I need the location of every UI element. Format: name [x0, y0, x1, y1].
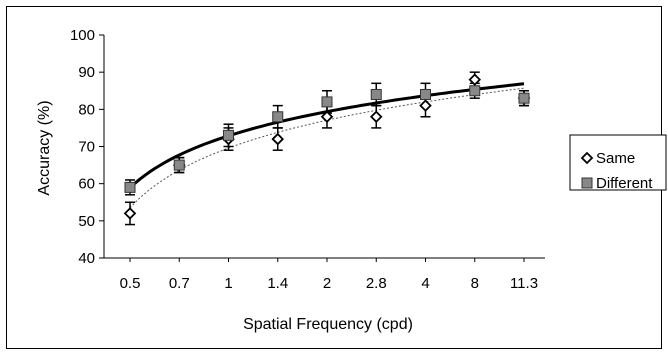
- point-same: [123, 207, 137, 220]
- x-tick-label: 8: [471, 275, 479, 292]
- legend: Same Different: [569, 134, 667, 192]
- point-different: [321, 96, 333, 108]
- legend-label-different: Different: [596, 175, 653, 192]
- point-same: [369, 110, 383, 124]
- y-tick-label: 70: [78, 139, 95, 156]
- point-different: [420, 88, 431, 100]
- point-different: [518, 92, 530, 104]
- y-tick-label: 80: [78, 101, 95, 118]
- error-bars: [125, 71, 529, 226]
- legend-label-same: Same: [596, 150, 635, 167]
- y-tick-label: 90: [78, 64, 95, 81]
- y-tick-label: 50: [78, 213, 95, 230]
- x-axis-label: Spatial Frequency (cpd): [243, 316, 413, 333]
- x-tick-label: 1: [224, 275, 232, 292]
- fit-line-same: [129, 87, 525, 209]
- chart-frame: [6, 6, 662, 349]
- point-same: [468, 73, 482, 86]
- point-different: [469, 85, 481, 97]
- y-axis-label: Accuracy (%): [36, 100, 53, 195]
- x-tick-label: 2.8: [366, 275, 387, 292]
- legend-square-icon: [581, 177, 593, 189]
- point-same: [271, 132, 285, 146]
- point-same: [419, 99, 432, 112]
- point-different: [124, 181, 136, 193]
- x-tick-label: 0.5: [120, 275, 141, 292]
- axes: [99, 34, 545, 262]
- point-different: [370, 88, 382, 100]
- point-different: [223, 129, 234, 141]
- legend-diamond-icon: [580, 151, 594, 165]
- x-tick-label: 1.4: [267, 275, 288, 292]
- x-tick-label: 2: [323, 275, 331, 292]
- data-points: [123, 73, 531, 220]
- x-tick-label: 4: [421, 275, 429, 292]
- point-different: [272, 111, 284, 123]
- y-tick-label: 40: [78, 250, 95, 267]
- point-same: [320, 110, 334, 124]
- x-tick-label: 0.7: [169, 275, 190, 292]
- y-tick-label: 100: [70, 27, 95, 44]
- point-different: [173, 159, 185, 171]
- tick-labels: 40 50 60 70 80 90 100 0.5 0.7 1 1.4 2 2.8 4 8 11.3: [70, 27, 538, 292]
- y-tick-label: 60: [78, 176, 95, 193]
- x-tick-label: 11.3: [510, 275, 538, 292]
